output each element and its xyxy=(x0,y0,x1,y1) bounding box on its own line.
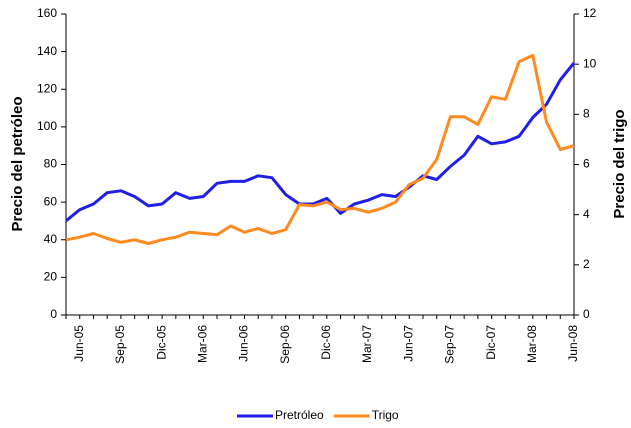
x-tick-label: Jun-05 xyxy=(72,325,86,362)
y-tick-label: 80 xyxy=(44,157,58,171)
x-tick-label: Dic-06 xyxy=(319,325,333,360)
y2-tick-label: 8 xyxy=(583,107,590,121)
y-axis-title: Precio del petróleo xyxy=(9,96,26,231)
x-tick-label: Sep-07 xyxy=(443,325,457,364)
y-tick-label: 40 xyxy=(44,232,58,246)
y2-tick-label: 2 xyxy=(583,257,590,271)
y-tick-label: 100 xyxy=(37,119,57,133)
x-tick-label: Jun-07 xyxy=(401,325,415,362)
y-tick-label: 0 xyxy=(50,307,57,321)
y2-tick-label: 0 xyxy=(583,307,590,321)
y-tick-label: 20 xyxy=(44,270,58,284)
y-tick-label: 60 xyxy=(44,194,58,208)
data-line xyxy=(65,61,576,223)
y2-tick-label: 4 xyxy=(583,207,590,221)
legend-label: Trigo xyxy=(372,408,399,422)
x-tick-label: Jun-08 xyxy=(566,325,580,362)
x-tick-label: Jun-06 xyxy=(237,325,251,362)
y2-tick-label: 6 xyxy=(583,157,590,171)
y2-tick-label: 12 xyxy=(583,6,597,20)
x-tick-label: Dic-07 xyxy=(484,325,498,360)
x-tick-label: Sep-05 xyxy=(113,325,127,364)
x-tick-label: Mar-06 xyxy=(195,325,209,363)
x-tick-label: Dic-05 xyxy=(154,325,168,360)
x-tick-label: Sep-06 xyxy=(278,325,292,364)
data-line xyxy=(65,53,575,245)
x-tick-label: Mar-08 xyxy=(525,325,539,363)
legend-label: Pretróleo xyxy=(275,408,324,422)
y2-tick-label: 10 xyxy=(583,56,597,70)
y2-axis-title: Precio del trigo xyxy=(611,109,628,218)
y-tick-label: 120 xyxy=(37,81,57,95)
y-tick-label: 160 xyxy=(37,6,57,20)
x-tick-label: Mar-07 xyxy=(360,325,374,363)
y-tick-label: 140 xyxy=(37,44,57,58)
